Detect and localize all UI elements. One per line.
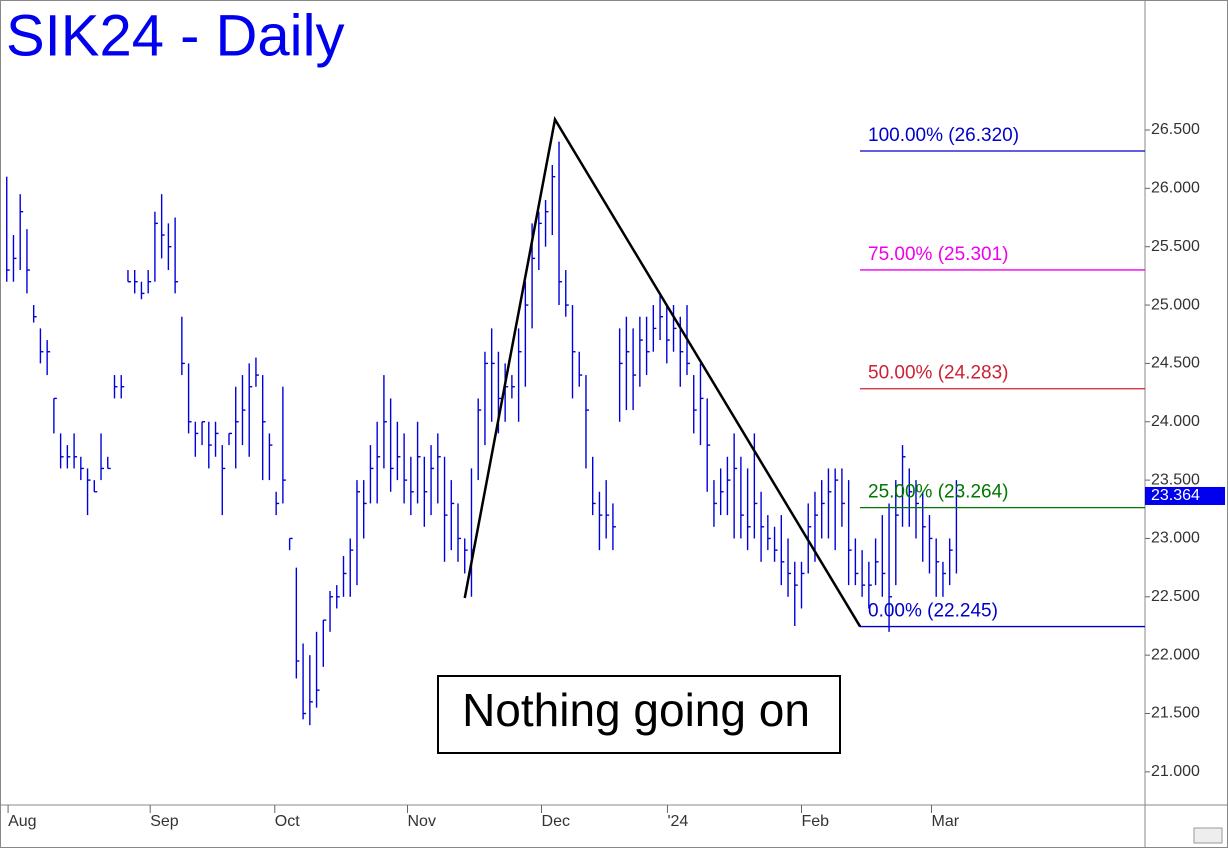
scroll-button[interactable] [1193,827,1223,844]
x-tick-label: Aug [8,813,36,830]
x-tick-label: Oct [275,813,300,830]
y-tick-label: 22.000 [1151,646,1200,663]
trendline [463,116,862,628]
annotation: Nothing going on [462,684,810,736]
y-tick-label: 25.000 [1151,296,1200,313]
y-tick-label: 24.500 [1151,355,1200,372]
y-tick-label: 24.000 [1151,413,1200,430]
y-tick-label: 21.500 [1151,705,1200,722]
x-tick-label: '24 [667,813,688,830]
last-price-box [1145,486,1225,505]
y-tick-label: 23.500 [1151,471,1200,488]
y-tick-label: 26.000 [1151,180,1200,197]
x-tick-label: Mar [931,813,959,830]
x-tick-label: Sep [150,813,179,830]
y-tick-label: 21.000 [1151,763,1200,780]
y-tick-label: 26.500 [1151,121,1200,138]
x-tick-label: Feb [802,813,830,830]
y-tick-label: 23.000 [1151,530,1200,547]
chart-title: SIK24 - Daily [6,3,344,68]
y-tick-label: 25.500 [1151,238,1200,255]
fib-label: 100.00% (26.320) [868,125,1019,146]
last-price-label: 23.364 [1151,487,1200,504]
fib-label: 0.00% (22.245) [868,601,998,622]
y-tick-label: 22.500 [1151,588,1200,605]
annotation-box [437,675,841,754]
x-tick-label: Dec [542,813,570,830]
x-tick-label: Nov [407,813,435,830]
fib-label: 25.00% (23.264) [868,482,1009,503]
fib-label: 50.00% (24.283) [868,363,1009,384]
fib-label: 75.00% (25.301) [868,244,1009,265]
